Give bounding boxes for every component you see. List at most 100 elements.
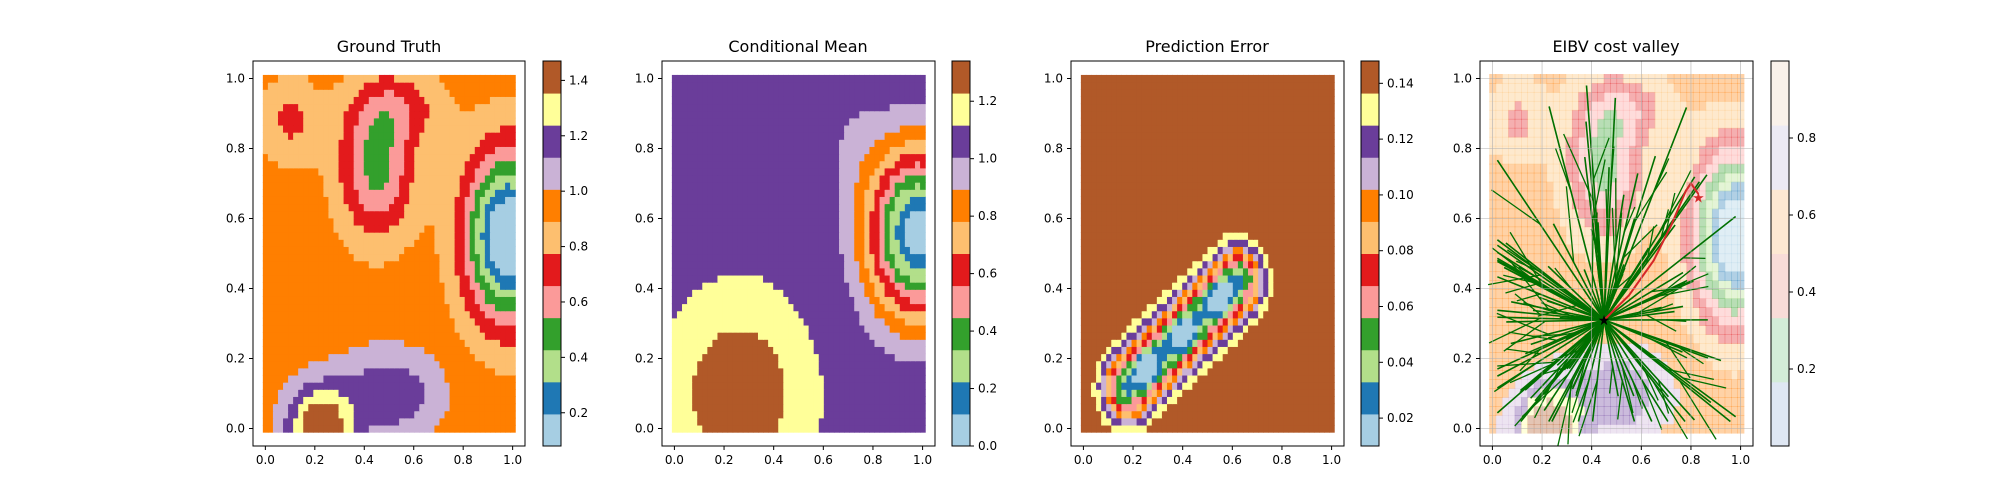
heatmap-cell	[429, 267, 436, 276]
heatmap-cell	[394, 89, 400, 97]
heatmap-cell	[277, 282, 284, 290]
heatmap-cell	[874, 267, 881, 276]
heatmap-cell	[383, 282, 390, 290]
heatmap-cell	[353, 217, 360, 226]
heatmap-cell	[454, 374, 461, 383]
heatmap-cell	[358, 189, 365, 197]
heatmap-cell	[404, 132, 410, 140]
heatmap-cell	[671, 274, 678, 283]
heatmap-cell	[308, 396, 314, 405]
heatmap-cell	[272, 310, 279, 319]
heatmap-cell	[363, 353, 370, 362]
heatmap-cell	[469, 296, 476, 305]
heatmap-cell	[773, 110, 779, 119]
heatmap-cell	[874, 132, 881, 140]
heatmap-cell	[267, 74, 274, 83]
heatmap-cell	[798, 253, 805, 262]
heatmap-cell	[763, 96, 769, 105]
heatmap-cell	[489, 317, 496, 326]
heatmap-cell	[484, 160, 491, 169]
heatmap-cell	[864, 324, 870, 333]
heatmap-cell	[394, 260, 400, 269]
heatmap-cell	[429, 103, 436, 112]
heatmap-cell	[484, 289, 491, 297]
heatmap-cell	[778, 389, 784, 397]
heatmap-cell	[303, 103, 309, 112]
heatmap-cell	[894, 274, 901, 283]
heatmap-cell	[844, 303, 850, 312]
heatmap-cell	[914, 324, 921, 333]
heatmap-cell	[479, 339, 486, 347]
heatmap-cell	[671, 224, 678, 233]
heatmap-cell	[839, 246, 845, 255]
heatmap-cell	[702, 374, 708, 383]
heatmap-cell	[489, 189, 496, 197]
heatmap-cell	[869, 174, 876, 183]
heatmap-cell	[505, 96, 511, 105]
heatmap-cell	[783, 389, 789, 397]
heatmap-cell	[459, 82, 466, 90]
heatmap-cell	[479, 403, 486, 412]
heatmap-cell	[404, 139, 410, 147]
heatmap-cell	[383, 324, 390, 333]
heatmap-cell	[768, 82, 774, 90]
heatmap-cell	[338, 303, 345, 312]
heatmap-cell	[469, 132, 476, 140]
heatmap-cell	[333, 389, 340, 397]
heatmap-cell	[854, 110, 860, 119]
heatmap-cell	[353, 153, 360, 162]
heatmap-cell	[712, 132, 719, 140]
heatmap-cell	[671, 310, 678, 319]
heatmap-cell	[283, 89, 289, 97]
heatmap-cell	[439, 239, 446, 247]
heatmap-cell	[712, 346, 719, 355]
heatmap-cell	[768, 360, 774, 369]
heatmap-cell	[414, 167, 420, 176]
heatmap-cell	[510, 117, 516, 126]
heatmap-cell	[303, 353, 309, 362]
heatmap-cell	[920, 339, 926, 347]
heatmap-cell	[389, 396, 395, 405]
heatmap-cell	[318, 217, 324, 226]
heatmap-cell	[399, 346, 405, 355]
heatmap-cell	[494, 274, 501, 283]
heatmap-cell	[727, 210, 734, 219]
heatmap-cell	[373, 367, 380, 376]
heatmap-cell	[505, 124, 511, 133]
heatmap-cell	[671, 403, 678, 412]
heatmap-cell	[353, 374, 360, 383]
heatmap-cell	[328, 89, 335, 97]
heatmap-cell	[839, 389, 845, 397]
heatmap-cell	[849, 346, 855, 355]
heatmap-cell	[353, 282, 360, 290]
heatmap-cell	[454, 346, 461, 355]
heatmap-cell	[293, 189, 299, 197]
heatmap-cell	[864, 189, 870, 197]
heatmap-cell	[510, 424, 516, 433]
heatmap-cell	[747, 89, 754, 97]
heatmap-cell	[262, 332, 269, 340]
heatmap-cell	[343, 274, 350, 283]
heatmap-cell	[712, 189, 719, 197]
heatmap-cell	[429, 253, 436, 262]
heatmap-cell	[914, 203, 921, 212]
heatmap-cell	[904, 239, 911, 247]
heatmap-cell	[444, 153, 451, 162]
heatmap-cell	[459, 282, 466, 290]
heatmap-cell	[429, 303, 436, 312]
heatmap-cell	[717, 174, 724, 183]
heatmap-cell	[500, 174, 506, 183]
heatmap-cell	[737, 117, 744, 126]
heatmap-cell	[788, 182, 795, 190]
heatmap-cell	[808, 396, 815, 405]
heatmap-cell	[788, 210, 795, 219]
heatmap-cell	[854, 346, 860, 355]
heatmap-cell	[494, 117, 501, 126]
heatmap-cell	[849, 146, 855, 155]
heatmap-cell	[737, 82, 744, 90]
heatmap-cell	[727, 196, 734, 205]
heatmap-cell	[828, 117, 835, 126]
heatmap-cell	[409, 324, 415, 333]
heatmap-cell	[833, 182, 840, 190]
heatmap-cell	[373, 396, 380, 405]
